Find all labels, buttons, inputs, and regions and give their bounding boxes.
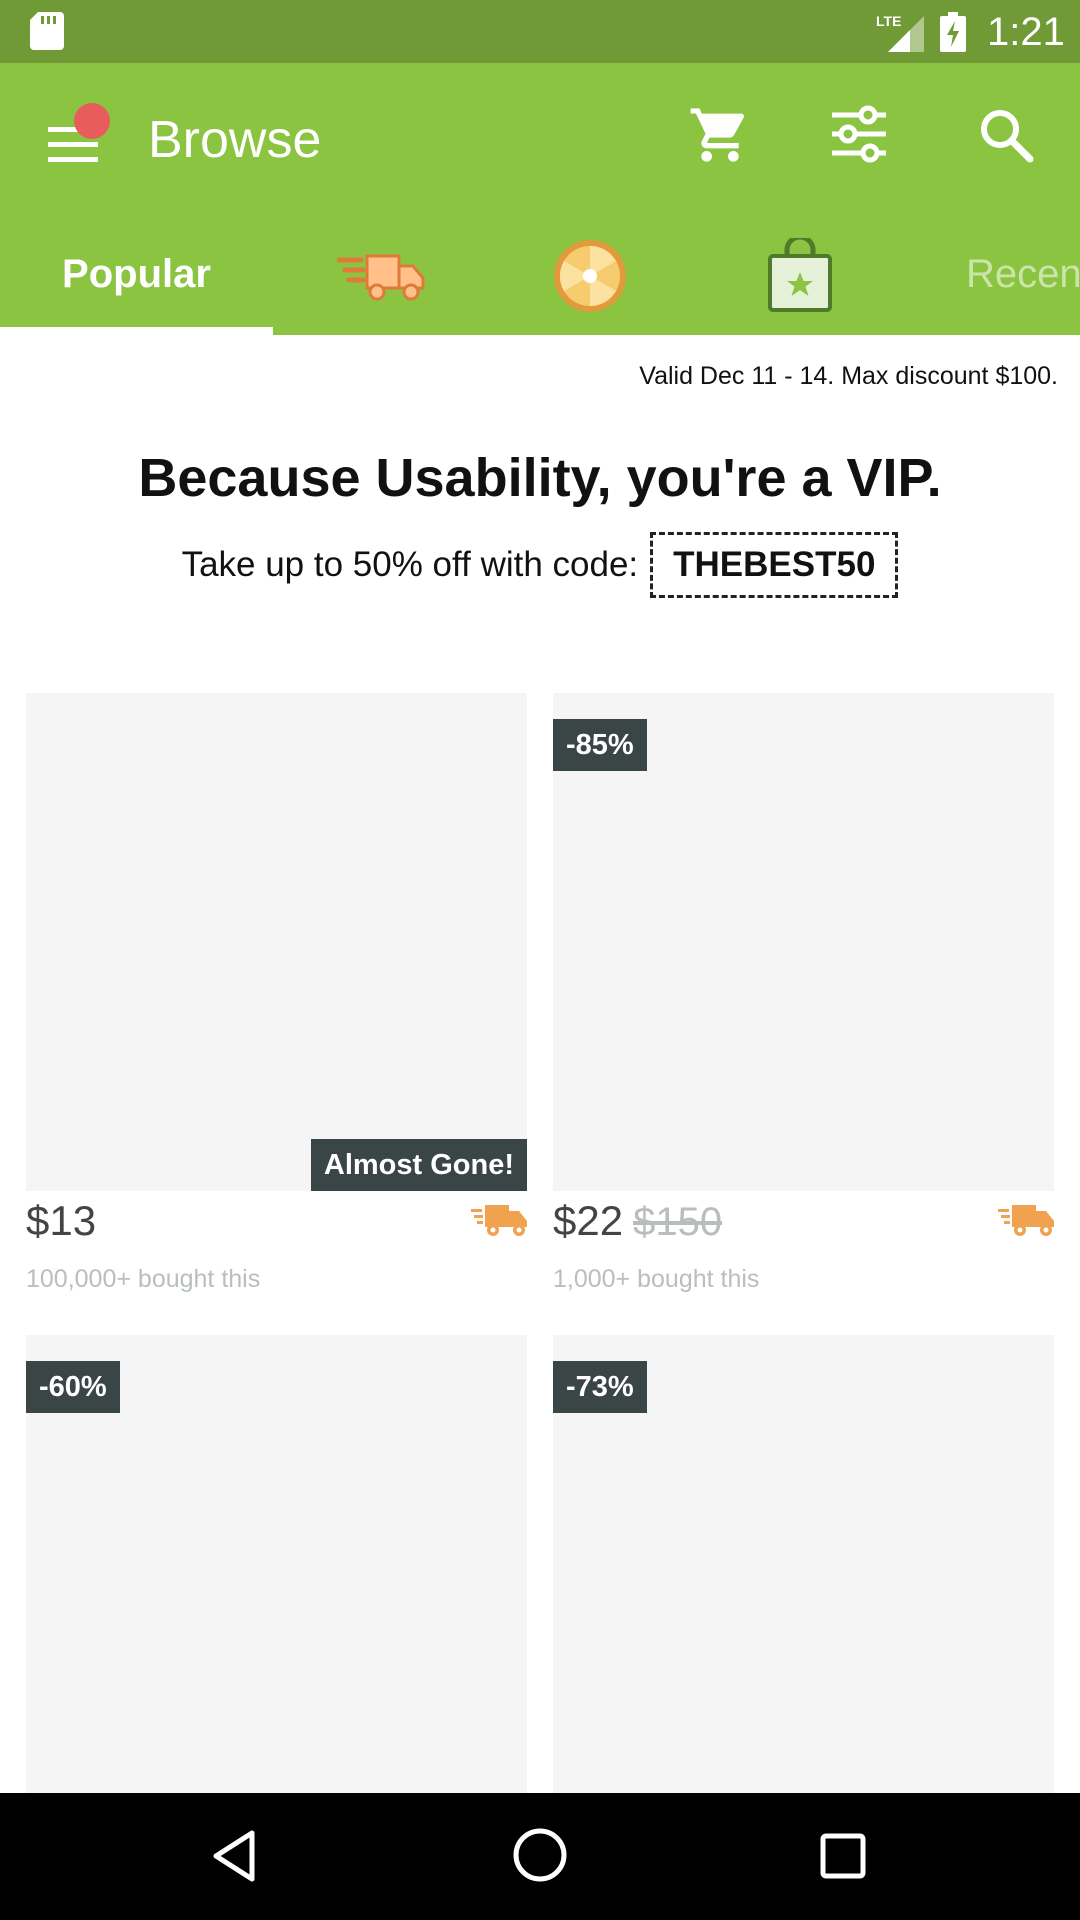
- tab-shopping-bag[interactable]: [760, 238, 840, 335]
- status-bar: LTE 1:21: [0, 0, 1080, 63]
- sd-card-icon: [30, 12, 64, 50]
- search-icon: [981, 110, 1034, 163]
- cart-icon: [690, 108, 745, 162]
- fast-shipping-icon: [337, 254, 425, 301]
- fast-shipping-icon: [471, 1205, 527, 1236]
- original-price: $150: [633, 1200, 723, 1244]
- system-nav-bar: [0, 1793, 1080, 1920]
- product-card[interactable]: -85% $22 $150 1,000+ bought this: [553, 693, 1054, 1313]
- signal-icon: LTE: [876, 13, 924, 52]
- category-tabs: Popular: [0, 238, 1080, 335]
- product-image[interactable]: [26, 693, 527, 1191]
- shopping-bag-icon: [768, 238, 832, 312]
- menu-button[interactable]: [44, 103, 114, 177]
- network-label: LTE: [876, 13, 901, 29]
- tab-recent[interactable]: Recen: [966, 238, 1080, 335]
- tab-recent-label: Recen: [966, 252, 1080, 296]
- page-title: Browse: [148, 111, 322, 169]
- tab-popular-label: Popular: [62, 252, 211, 296]
- product-card[interactable]: -73%: [553, 1335, 1054, 1793]
- prize-wheel-icon: [554, 240, 626, 312]
- tab-indicator: [0, 327, 273, 335]
- discount-badge: -73%: [553, 1361, 647, 1413]
- product-image[interactable]: [553, 693, 1054, 1191]
- promo-valid-text: Valid Dec 11 - 14. Max discount $100.: [639, 362, 1058, 390]
- cart-button[interactable]: [688, 103, 752, 167]
- discount-badge: -85%: [553, 719, 647, 771]
- price-row: $22 $150: [553, 1191, 1054, 1251]
- clock: 1:21: [987, 10, 1065, 54]
- price-row: $13: [26, 1191, 527, 1251]
- tab-prize-wheel[interactable]: [545, 238, 635, 335]
- filter-button[interactable]: [830, 105, 888, 163]
- tab-fast-shipping[interactable]: [333, 238, 433, 335]
- status-badge: Almost Gone!: [310, 1139, 527, 1191]
- discount-badge: -60%: [26, 1361, 120, 1413]
- fast-shipping-icon: [998, 1205, 1054, 1236]
- filter-icon: [832, 105, 886, 163]
- promo-code-row: Take up to 50% off with code: THEBEST50: [0, 532, 1080, 598]
- promo-description: Take up to 50% off with code:: [181, 545, 639, 584]
- bought-count: 100,000+ bought this: [26, 1265, 261, 1293]
- search-button[interactable]: [978, 107, 1034, 163]
- home-icon[interactable]: [512, 1827, 568, 1883]
- product-price: $13: [26, 1197, 97, 1244]
- battery-charging-icon: [940, 12, 966, 52]
- app-bar: Browse Popular: [0, 63, 1080, 335]
- product-card[interactable]: -60%: [26, 1335, 527, 1793]
- menu-icon: [48, 127, 98, 162]
- tab-popular[interactable]: Popular: [0, 238, 273, 335]
- bought-count: 1,000+ bought this: [553, 1265, 760, 1293]
- product-card[interactable]: Almost Gone! $13 100,000+ bought this: [26, 693, 527, 1313]
- promo-title: Because Usability, you're a VIP.: [138, 448, 942, 508]
- product-price: $22: [553, 1197, 624, 1244]
- promo-code[interactable]: THEBEST50: [650, 532, 899, 598]
- recents-icon[interactable]: [820, 1833, 866, 1879]
- notification-dot: [74, 103, 110, 139]
- back-icon[interactable]: [210, 1829, 258, 1883]
